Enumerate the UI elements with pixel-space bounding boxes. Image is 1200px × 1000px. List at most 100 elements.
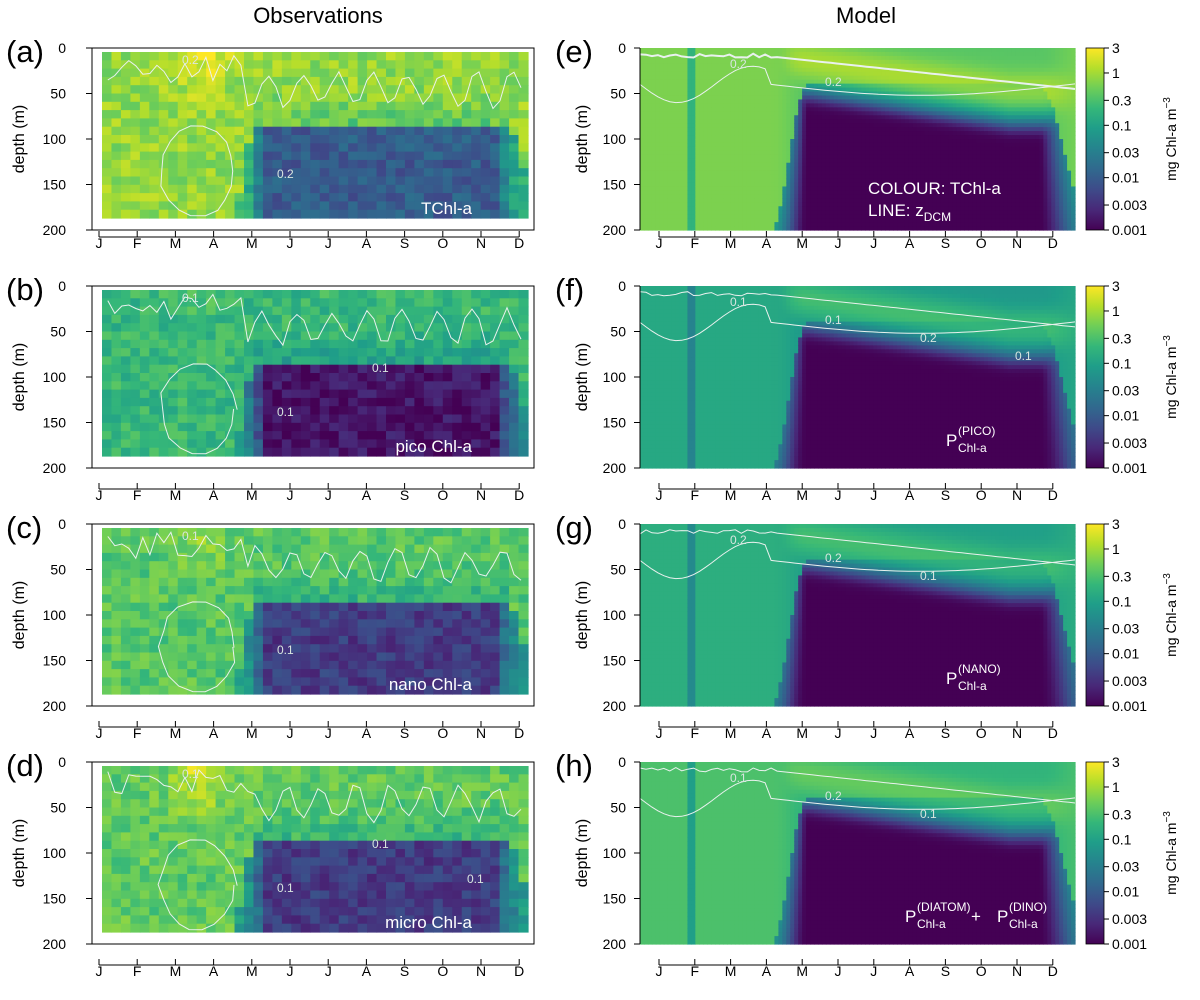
heatmap-cell bbox=[509, 193, 520, 202]
heatmap-cell bbox=[395, 422, 406, 432]
heatmap-cell bbox=[651, 162, 657, 168]
heatmap-cell bbox=[683, 131, 689, 136]
heatmap-cell bbox=[442, 373, 453, 382]
heatmap-cell bbox=[206, 907, 217, 916]
heatmap-cell bbox=[452, 815, 463, 825]
heatmap-cell bbox=[490, 339, 501, 349]
heatmap-cell bbox=[206, 544, 217, 554]
heatmap-cell bbox=[719, 63, 724, 69]
heatmap-cell bbox=[480, 151, 491, 161]
heatmap-cell bbox=[738, 95, 744, 101]
heatmap-cell bbox=[329, 52, 340, 61]
heatmap-cell bbox=[262, 586, 273, 595]
heatmap-cell bbox=[319, 135, 330, 144]
heatmap-cell bbox=[727, 222, 732, 227]
heatmap-cell bbox=[329, 209, 340, 219]
heatmap-cell bbox=[683, 48, 689, 53]
heatmap-cell bbox=[300, 323, 311, 333]
heatmap-cell bbox=[139, 832, 150, 842]
heatmap-cell bbox=[120, 669, 131, 678]
heatmap-cell bbox=[461, 356, 472, 366]
heatmap-cell bbox=[738, 222, 744, 227]
heatmap-cell bbox=[643, 202, 649, 207]
heatmap-cell bbox=[395, 397, 406, 407]
heatmap-cell bbox=[319, 93, 330, 103]
heatmap-cell bbox=[499, 644, 510, 654]
heatmap-cell bbox=[310, 447, 321, 457]
heatmap-cell bbox=[348, 907, 359, 916]
heatmap-cell bbox=[272, 561, 283, 571]
heatmap-cell bbox=[433, 865, 444, 875]
heatmap-cell bbox=[490, 644, 501, 654]
heatmap-cell bbox=[225, 364, 236, 374]
heatmap-cell bbox=[300, 660, 311, 670]
heatmap-cell bbox=[671, 67, 677, 73]
heatmap-cell bbox=[414, 824, 425, 833]
heatmap-cell bbox=[338, 815, 349, 825]
heatmap-cell bbox=[262, 660, 273, 670]
heatmap-cell bbox=[404, 766, 415, 775]
heatmap-cell bbox=[711, 226, 716, 231]
heatmap-cell bbox=[168, 766, 179, 775]
heatmap-cell bbox=[168, 76, 179, 86]
heatmap-cell bbox=[262, 577, 273, 587]
heatmap-cell bbox=[395, 348, 406, 357]
x-tick-label: A bbox=[209, 963, 219, 979]
heatmap-cell bbox=[272, 799, 283, 809]
heatmap-cell bbox=[667, 135, 673, 140]
heatmap-cell bbox=[703, 127, 708, 132]
heatmap-cell bbox=[395, 168, 406, 178]
heatmap-cell bbox=[310, 586, 321, 595]
heatmap-cell bbox=[300, 447, 311, 457]
heatmap-cell bbox=[679, 194, 685, 199]
heatmap-cell bbox=[158, 536, 169, 546]
heatmap-cell bbox=[442, 298, 453, 308]
heatmap-cell bbox=[395, 431, 406, 440]
heatmap-cell bbox=[149, 544, 160, 554]
heatmap-cell bbox=[272, 314, 283, 324]
heatmap-cell bbox=[647, 87, 653, 93]
heatmap-cell bbox=[518, 832, 529, 842]
heatmap-cell bbox=[196, 406, 207, 416]
heatmap-cell bbox=[395, 135, 406, 144]
heatmap-cell bbox=[655, 162, 661, 168]
heatmap-cell bbox=[120, 611, 131, 620]
heatmap-cell bbox=[253, 298, 264, 308]
heatmap-cell bbox=[253, 447, 264, 457]
heatmap-cell bbox=[225, 799, 236, 809]
heatmap-cell bbox=[357, 685, 368, 695]
heatmap-cell bbox=[338, 766, 349, 775]
heatmap-cell bbox=[281, 397, 292, 407]
heatmap-cell bbox=[414, 339, 425, 349]
heatmap-cell bbox=[149, 644, 160, 654]
heatmap-cell bbox=[187, 619, 198, 629]
heatmap-cell bbox=[329, 314, 340, 324]
heatmap-cell bbox=[703, 174, 708, 180]
heatmap-cell bbox=[319, 176, 330, 186]
heatmap-cell bbox=[272, 110, 283, 119]
heatmap-cell bbox=[225, 168, 236, 178]
heatmap-cell bbox=[703, 186, 708, 192]
heatmap-cell bbox=[675, 154, 681, 160]
heatmap-cell bbox=[158, 193, 169, 202]
heatmap-cell bbox=[695, 206, 700, 211]
heatmap-cell bbox=[386, 168, 397, 178]
heatmap-cell bbox=[442, 552, 453, 562]
heatmap-cell bbox=[695, 91, 700, 97]
heatmap-cell bbox=[395, 209, 406, 219]
heatmap-cell bbox=[471, 635, 482, 645]
heatmap-cell bbox=[262, 93, 273, 103]
heatmap-cell bbox=[675, 55, 681, 61]
heatmap-cell bbox=[367, 873, 378, 883]
heatmap-cell bbox=[168, 159, 179, 169]
heatmap-cell bbox=[395, 331, 406, 341]
heatmap-cell bbox=[707, 55, 712, 61]
heatmap-cell bbox=[215, 536, 226, 546]
heatmap-cell bbox=[177, 923, 188, 933]
heatmap-cell bbox=[499, 536, 510, 546]
x-tick-label: D bbox=[514, 725, 524, 741]
heatmap-cell bbox=[727, 83, 732, 89]
heatmap-cell bbox=[225, 552, 236, 562]
heatmap-cell bbox=[659, 63, 665, 69]
